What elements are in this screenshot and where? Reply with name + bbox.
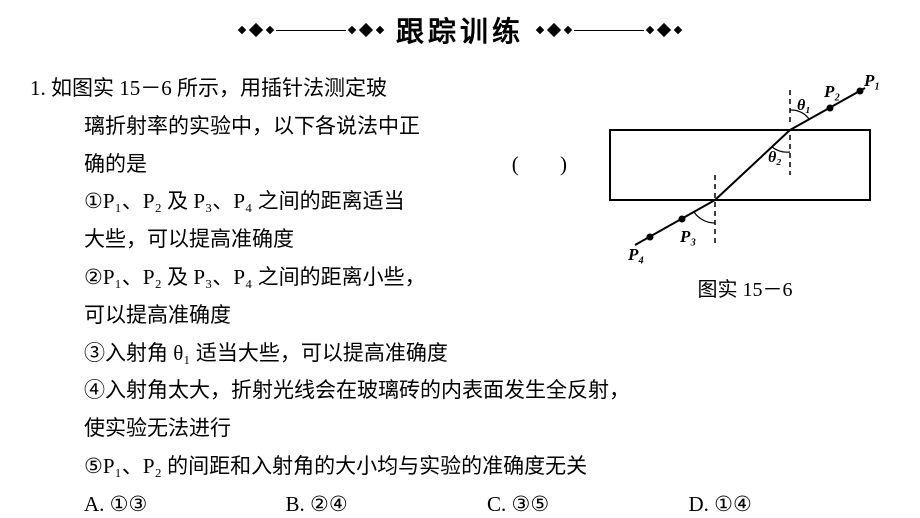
question-number: 1. — [30, 76, 46, 100]
svg-text:P₄: P₄ — [627, 245, 644, 264]
full-width-statements: ③入射角 θ₁ 适当大些，可以提高准确度 ④入射角太大，折射光线会在玻璃砖的内表… — [30, 335, 890, 486]
answer-options: A. ①③ B. ②④ C. ③⑤ D. ①④ — [30, 492, 890, 517]
decoration-left — [236, 25, 386, 35]
statement-3: ③入射角 θ₁ 适当大些，可以提高准确度 — [30, 335, 890, 373]
svg-text:P₁: P₁ — [863, 71, 880, 90]
svg-text:P₂: P₂ — [823, 82, 840, 101]
figure-caption: 图实 15－6 — [600, 273, 890, 302]
statement-2: ②P₁、P₂ 及 P₃、P₄ 之间的距离小些， — [30, 259, 585, 297]
statement-4-cont: 使实验无法进行 — [30, 410, 890, 448]
statement-2-cont: 可以提高准确度 — [30, 297, 585, 335]
question-stem-line: 确的是 ( ) — [30, 146, 585, 184]
svg-text:θ₁: θ₁ — [797, 97, 811, 114]
section-title: 跟踪训练 — [396, 10, 524, 50]
question-text-column: 1. 如图实 15－6 所示，用插针法测定玻 璃折射率的实验中，以下各说法中正 … — [30, 70, 585, 335]
svg-text:P₃: P₃ — [679, 227, 696, 246]
question-block: 1. 如图实 15－6 所示，用插针法测定玻 璃折射率的实验中，以下各说法中正 … — [30, 70, 890, 335]
option-b[interactable]: B. ②④ — [286, 492, 488, 517]
question-stem-line: 璃折射率的实验中，以下各说法中正 — [30, 108, 585, 146]
statement-4: ④入射角太大，折射光线会在玻璃砖的内表面发生全反射， — [30, 372, 890, 410]
statement-1: ①P₁、P₂ 及 P₃、P₄ 之间的距离适当 — [30, 183, 585, 221]
refraction-diagram: P₁ P₂ P₃ P₄ θ₁ θ₂ — [600, 70, 880, 265]
option-c[interactable]: C. ③⑤ — [487, 492, 689, 517]
svg-text:θ₂: θ₂ — [768, 149, 782, 166]
statement-1-cont: 大些，可以提高准确度 — [30, 221, 585, 259]
decoration-right — [534, 25, 684, 35]
option-a[interactable]: A. ①③ — [84, 492, 286, 517]
figure-column: P₁ P₂ P₃ P₄ θ₁ θ₂ 图实 15－6 — [600, 70, 890, 335]
answer-blank: ( ) — [512, 146, 585, 184]
statement-5: ⑤P₁、P₂ 的间距和入射角的大小均与实验的准确度无关 — [30, 448, 890, 486]
option-d[interactable]: D. ①④ — [689, 492, 891, 517]
section-header: 跟踪训练 — [30, 10, 890, 50]
question-stem-line: 1. 如图实 15－6 所示，用插针法测定玻 — [30, 70, 585, 108]
